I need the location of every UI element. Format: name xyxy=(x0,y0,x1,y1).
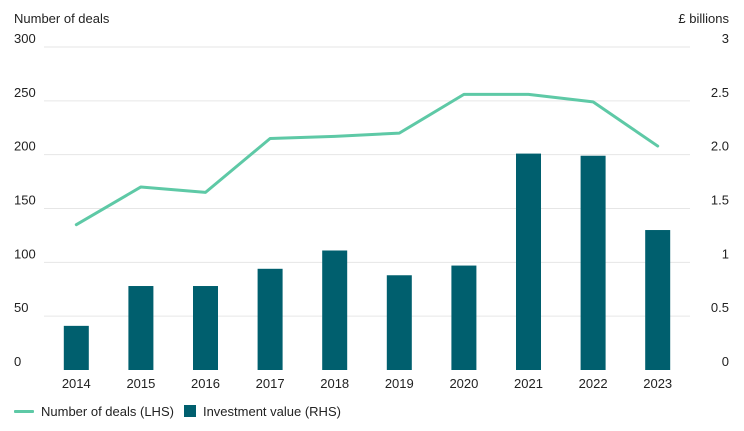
x-tick-label: 2022 xyxy=(579,376,608,391)
legend-bar-swatch xyxy=(183,405,196,417)
x-tick-label: 2019 xyxy=(385,376,414,391)
legend-label-deals: Number of deals (LHS) xyxy=(41,403,174,419)
right-tick-label: 2.5 xyxy=(711,85,729,100)
x-tick-label: 2015 xyxy=(126,376,155,391)
left-tick-label: 0 xyxy=(14,354,21,369)
bar-2023 xyxy=(645,230,671,370)
legend-item-investment: Investment value (RHS) xyxy=(183,403,341,419)
x-tick-label: 2017 xyxy=(256,376,285,391)
left-axis-ticks: 0 50 100 150 200 250 300 xyxy=(14,31,36,369)
deals-line xyxy=(74,92,660,227)
x-axis-ticks: 2014 2015 2016 2017 2018 2019 2020 2021 2022 2023 xyxy=(62,376,672,391)
left-tick-label: 300 xyxy=(14,31,36,46)
investment-bars xyxy=(63,153,671,370)
legend: Number of deals (LHS) Investment value (… xyxy=(14,402,341,420)
bar-2021 xyxy=(516,153,541,370)
x-tick-label: 2021 xyxy=(514,376,543,391)
bar-2018 xyxy=(322,250,348,370)
right-tick-label: 1 xyxy=(722,246,729,261)
bar-2015 xyxy=(128,286,154,370)
x-tick-label: 2018 xyxy=(320,376,349,391)
left-tick-label: 150 xyxy=(14,193,36,208)
left-tick-label: 250 xyxy=(14,85,36,100)
left-tick-label: 50 xyxy=(14,300,28,315)
legend-label-investment: Investment value (RHS) xyxy=(202,403,341,419)
bar-2017 xyxy=(257,268,283,370)
bar-2014 xyxy=(63,325,89,370)
left-tick-label: 100 xyxy=(14,246,36,261)
left-axis-title: Number of deals xyxy=(14,11,110,26)
right-tick-label: 0.5 xyxy=(711,300,729,315)
bar-2020 xyxy=(451,265,477,370)
bar-2019 xyxy=(386,275,412,370)
x-tick-label: 2016 xyxy=(191,376,220,391)
right-tick-label: 1.5 xyxy=(711,193,729,208)
right-tick-label: 0 xyxy=(722,354,729,369)
bar-2016 xyxy=(193,286,218,370)
x-tick-label: 2020 xyxy=(449,376,478,391)
bar-2022 xyxy=(580,155,606,370)
right-tick-label: 2.0 xyxy=(711,139,729,154)
x-tick-label: 2014 xyxy=(62,376,91,391)
right-tick-label: 3 xyxy=(722,31,729,46)
legend-line-swatch xyxy=(14,409,34,413)
deals-line-layer xyxy=(74,92,660,227)
x-tick-label: 2023 xyxy=(643,376,672,391)
right-axis-title: £ billions xyxy=(678,11,729,26)
left-tick-label: 200 xyxy=(14,139,36,154)
right-axis-ticks: 0 0.5 1 1.5 2.0 2.5 3 xyxy=(711,31,729,369)
legend-item-deals: Number of deals (LHS) xyxy=(14,404,174,419)
